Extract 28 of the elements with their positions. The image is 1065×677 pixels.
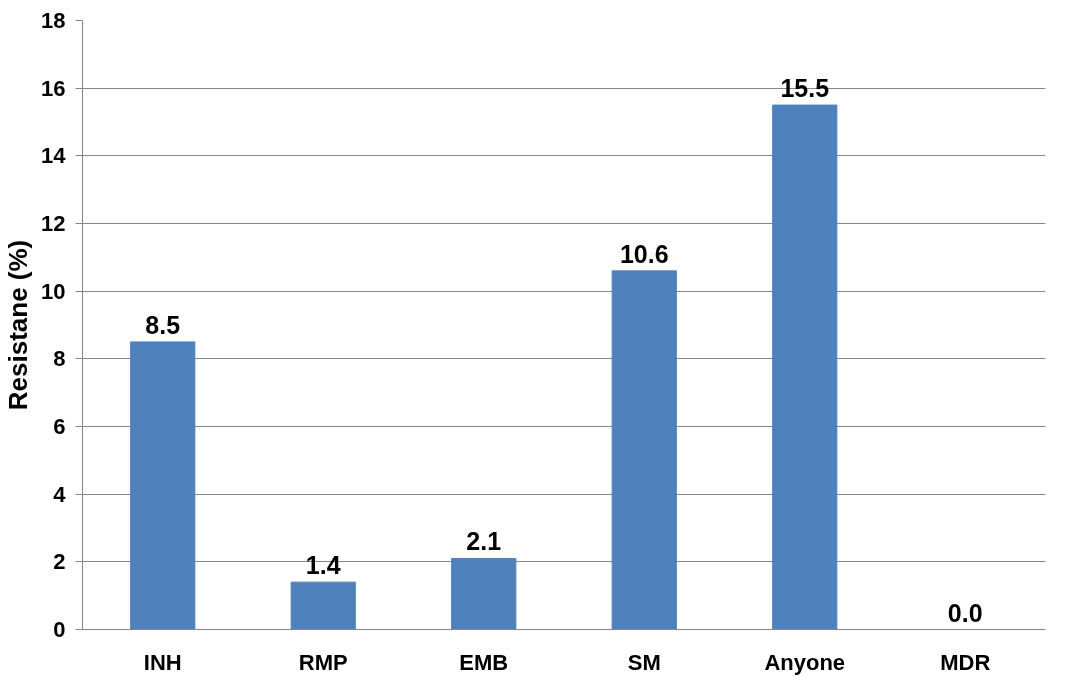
bar bbox=[772, 104, 838, 630]
y-tick-label: 2 bbox=[53, 549, 66, 575]
bar bbox=[451, 557, 517, 630]
y-tick-label: 16 bbox=[41, 75, 66, 101]
y-axis-title: Resistane (%) bbox=[3, 239, 34, 411]
data-label: 1.4 bbox=[305, 551, 341, 580]
data-label: 2.1 bbox=[466, 527, 502, 556]
data-label: 0.0 bbox=[947, 598, 983, 627]
bar bbox=[611, 270, 677, 630]
x-tick-label: EMB bbox=[459, 649, 509, 675]
x-tick-label: SM bbox=[627, 649, 661, 675]
bar bbox=[130, 341, 196, 630]
bar bbox=[290, 581, 356, 630]
data-label: 15.5 bbox=[780, 74, 830, 103]
y-tick-label: 14 bbox=[41, 143, 67, 169]
y-tick-label: 6 bbox=[53, 414, 66, 439]
x-tick-label: RMP bbox=[298, 649, 348, 675]
y-tick-label: 4 bbox=[53, 481, 67, 507]
x-tick-label: MDR bbox=[940, 649, 991, 675]
x-tick-label: INH bbox=[143, 649, 182, 675]
y-tick-label: 0 bbox=[53, 617, 66, 642]
y-tick-label: 8 bbox=[53, 346, 66, 372]
x-tick-label: Anyone bbox=[764, 649, 846, 675]
y-tick-label: 18 bbox=[41, 8, 66, 33]
y-tick-label: 10 bbox=[41, 278, 66, 304]
y-tick-label: 12 bbox=[41, 211, 66, 236]
data-label: 10.6 bbox=[619, 239, 669, 268]
data-label: 8.5 bbox=[145, 310, 181, 339]
